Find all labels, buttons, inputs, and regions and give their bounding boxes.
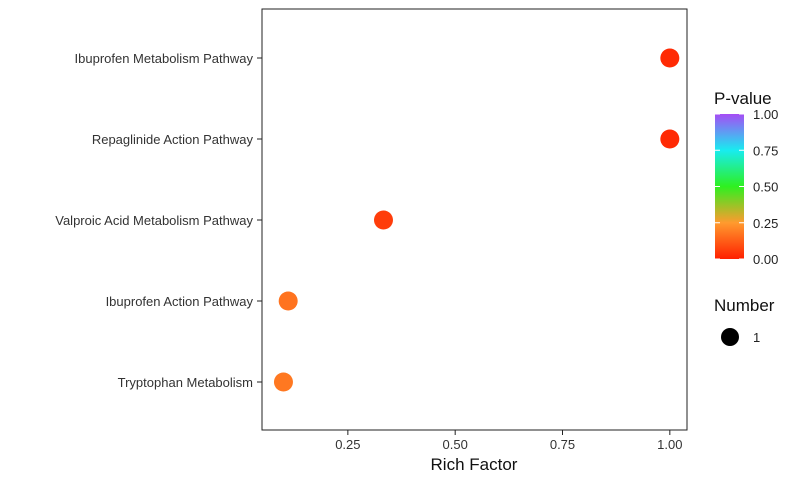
data-point bbox=[660, 48, 680, 68]
y-tick-label: Repaglinide Action Pathway bbox=[92, 132, 254, 147]
data-points bbox=[273, 48, 680, 392]
x-tick-label: 1.00 bbox=[657, 437, 682, 452]
y-tick-label: Valproic Acid Metabolism Pathway bbox=[55, 213, 253, 228]
data-point bbox=[373, 210, 393, 230]
x-axis: 0.25 0.50 0.75 1.00 bbox=[335, 430, 682, 452]
p-value-legend: P-value 1.00 0.75 0.50 0.25 0.00 bbox=[714, 89, 778, 267]
number-legend-title: Number bbox=[714, 296, 775, 315]
data-point bbox=[273, 372, 293, 392]
colorbar-tick-label: 0.75 bbox=[753, 143, 778, 158]
number-legend-label: 1 bbox=[753, 330, 760, 345]
x-tick-label: 0.75 bbox=[550, 437, 575, 452]
x-tick-label: 0.25 bbox=[335, 437, 360, 452]
data-point bbox=[278, 291, 298, 311]
x-tick-label: 0.50 bbox=[443, 437, 468, 452]
y-axis: Ibuprofen Metabolism Pathway Repaglinide … bbox=[55, 51, 262, 390]
colorbar-tick-label: 0.50 bbox=[753, 180, 778, 195]
number-legend-key bbox=[721, 328, 739, 346]
y-tick-label: Ibuprofen Metabolism Pathway bbox=[75, 51, 254, 66]
plot-panel bbox=[261, 8, 688, 431]
data-point bbox=[660, 129, 680, 149]
colorbar-tick-label: 1.00 bbox=[753, 107, 778, 122]
colorbar-tick-label: 0.00 bbox=[753, 252, 778, 267]
y-tick-label: Tryptophan Metabolism bbox=[118, 375, 253, 390]
x-axis-title: Rich Factor bbox=[431, 455, 518, 474]
number-legend: Number 1 bbox=[714, 296, 775, 346]
p-value-legend-title: P-value bbox=[714, 89, 772, 108]
y-tick-label: Ibuprofen Action Pathway bbox=[106, 294, 254, 309]
colorbar-tick-label: 0.25 bbox=[753, 216, 778, 231]
